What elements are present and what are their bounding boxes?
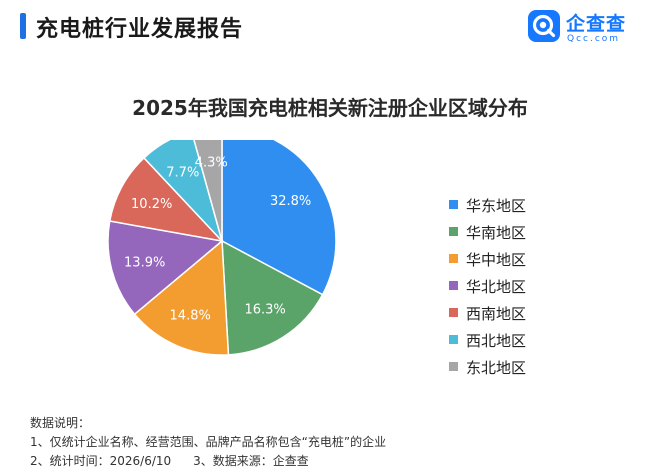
header-accent-bar (20, 13, 26, 39)
data-notes: 数据说明： 1、仅统计企业名称、经营范围、品牌产品名称包含“充电桩”的企业 2、… (30, 414, 386, 471)
pie-slices (107, 140, 337, 356)
pie-slice-4 (107, 220, 224, 316)
qcc-logo: 企查查 Qcc.com (528, 8, 653, 48)
report-title: 充电桩行业发展报告 (36, 17, 244, 42)
legend-label: 西南地区 (466, 305, 527, 323)
pie-slice-2 (221, 239, 324, 356)
pie-slice-3 (133, 239, 230, 356)
pie-labels: 32.8% 16.3% 14.8% 13.9% 10.2% 7.7%4.3% (124, 156, 311, 324)
pie-slice-label-7: 4.3% (195, 156, 228, 171)
notes-time: 2、统计时间：2026/6/10 (30, 454, 172, 468)
pie-chart: 32.8% 16.3% 14.8% 13.9% 10.2% 7.7%4.3% (107, 140, 337, 356)
notes-heading: 数据说明： (30, 416, 91, 430)
report-header: 充电桩行业发展报告 (0, 0, 660, 52)
legend-label: 华北地区 (466, 278, 527, 296)
legend-swatch (449, 281, 458, 290)
legend-label: 华东地区 (466, 197, 527, 215)
logo-name: 企查查 (566, 13, 627, 35)
notes-line-1: 1、仅统计企业名称、经营范围、品牌产品名称包含“充电桩”的企业 (30, 435, 387, 449)
pie-slice-label-6: 7.7% (166, 165, 199, 180)
legend-label: 华中地区 (466, 251, 527, 269)
pie-slice-label-5: 10.2% (131, 197, 172, 212)
chart-title: 2025年我国充电桩相关新注册企业区域分布 (132, 96, 528, 120)
legend-label: 华南地区 (466, 224, 527, 242)
pie-slice-label-4: 13.9% (124, 256, 165, 271)
notes-source: 3、数据来源：企查查 (193, 454, 309, 468)
pie-slice-7 (193, 140, 223, 242)
logo-domain: Qcc.com (567, 34, 621, 44)
legend-label: 东北地区 (466, 359, 527, 377)
qcc-logo-icon (528, 10, 560, 42)
legend-swatch (449, 200, 458, 209)
legend-swatch (449, 227, 458, 236)
legend-swatch (449, 335, 458, 344)
pie-slice-5 (108, 156, 225, 243)
pie-slice-label-1: 32.8% (270, 194, 311, 209)
legend-swatch (449, 254, 458, 263)
pie-slice-label-3: 14.8% (170, 308, 211, 323)
notes-line-2: 2、统计时间：2026/6/10 3、数据来源：企查查 (30, 452, 386, 471)
pie-slice-label-2: 16.3% (244, 302, 285, 317)
pie-slice-6 (142, 140, 223, 242)
legend-swatch (449, 308, 458, 317)
legend-label: 西北地区 (466, 332, 527, 350)
legend-swatch (449, 362, 458, 371)
